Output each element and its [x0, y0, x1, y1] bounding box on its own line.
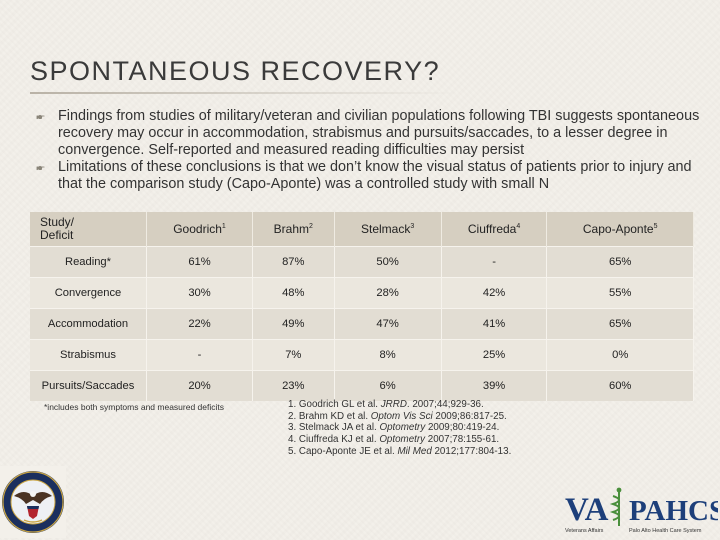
table-cell: -	[441, 246, 548, 278]
bullet-item: 🖝 Findings from studies of military/vete…	[34, 108, 706, 159]
va-seal-icon	[0, 466, 66, 538]
caduceus-icon	[609, 487, 622, 526]
ref-citation: . 2007;44;929-36.	[406, 399, 484, 410]
header-ciuffreda: Ciuffreda4	[441, 212, 548, 247]
reference-item: 5. Capo-Aponte JE et al. Mil Med 2012;17…	[288, 446, 511, 458]
reference-list: 1. Goodrich GL et al. JRRD. 2007;44;929-…	[288, 399, 511, 458]
reference-item: 1. Goodrich GL et al. JRRD. 2007;44;929-…	[288, 399, 511, 411]
ref-authors: 2. Brahm KD et al.	[288, 410, 371, 422]
bullet-glyph-icon: 🖝	[36, 160, 45, 174]
table-cell: 39%	[441, 370, 548, 401]
table-cell: 30%	[146, 277, 254, 309]
title-underline	[30, 92, 460, 94]
header-sup: 1	[221, 223, 226, 230]
ref-authors: 3. Stelmack JA et al.	[288, 422, 380, 434]
row-label: Accommodation	[30, 308, 147, 340]
recovery-table: Study/ Deficit Goodrich1 Brahm2 Stelmack…	[30, 212, 694, 401]
table-cell: 6%	[334, 370, 442, 401]
ref-authors: 4. Ciuffreda KJ et al.	[288, 434, 380, 446]
table-cell: 87%	[252, 246, 335, 278]
table-cell: -	[146, 339, 254, 371]
reference-item: 3. Stelmack JA et al. Optometry 2009;80:…	[288, 422, 511, 434]
bullet-list: 🖝 Findings from studies of military/vete…	[34, 108, 706, 193]
header-sup: 2	[308, 223, 313, 230]
slide-title: SPONTANEOUS RECOVERY?	[30, 56, 441, 86]
table-cell: 49%	[252, 308, 335, 340]
table-row: Reading* 61% 87% 50% - 65%	[30, 246, 694, 278]
table-cell: 61%	[146, 246, 254, 278]
table-cell: 0%	[546, 339, 694, 371]
table-row: Pursuits/Saccades 20% 23% 6% 39% 60%	[30, 370, 694, 401]
table-cell: 20%	[146, 370, 254, 401]
table-cell: 55%	[546, 277, 694, 309]
ref-citation: 2012;177:804-13.	[431, 445, 512, 457]
reference-item: 4. Ciuffreda KJ et al. Optometry 2007;78…	[288, 434, 511, 446]
ref-authors: 1. Goodrich GL et al.	[288, 399, 381, 410]
header-label: Capo-Aponte	[582, 222, 654, 236]
svg-text:PAHCS: PAHCS	[629, 495, 718, 527]
row-label: Strabismus	[30, 339, 147, 371]
header-label: Stelmack	[360, 222, 411, 236]
table-footnote: *includes both symptoms and measured def…	[44, 402, 225, 412]
header-stelmack: Stelmack3	[334, 212, 442, 247]
ref-journal: Mil Med	[397, 445, 432, 457]
table-cell: 65%	[546, 308, 694, 340]
va-pahcs-logo: VA PAHCS Veterans Affairs Palo Alto Heal…	[565, 487, 718, 534]
header-sup: 5	[653, 223, 658, 230]
ref-journal: Optometry	[379, 422, 426, 434]
header-study: Study/	[40, 215, 75, 229]
table-row: Accommodation 22% 49% 47% 41% 65%	[30, 308, 694, 340]
table-cell: 7%	[252, 339, 335, 371]
row-label: Pursuits/Saccades	[30, 370, 147, 401]
bullet-glyph-icon: 🖝	[36, 109, 45, 123]
header-capo-aponte: Capo-Aponte5	[546, 212, 694, 247]
table-cell: 22%	[146, 308, 254, 340]
header-brahm: Brahm2	[252, 212, 335, 247]
bullet-text: Findings from studies of military/vetera…	[58, 108, 700, 158]
ref-citation: 2009;86:817-25.	[432, 410, 507, 422]
table-row: Convergence 30% 48% 28% 42% 55%	[30, 277, 694, 309]
ref-journal: Optometry	[379, 434, 426, 446]
table-cell: 47%	[334, 308, 442, 340]
table-cell: 65%	[546, 246, 694, 278]
table-cell: 25%	[441, 339, 548, 371]
header-goodrich: Goodrich1	[146, 212, 254, 247]
svg-text:VA: VA	[565, 492, 609, 528]
ref-journal: JRRD	[380, 399, 407, 410]
table-cell: 8%	[334, 339, 442, 371]
bullet-text: Limitations of these conclusions is that…	[58, 159, 692, 192]
row-label: Convergence	[30, 277, 147, 309]
header-sup: 4	[516, 223, 521, 230]
table-cell: 50%	[334, 246, 442, 278]
ref-citation: 2007;78:155-61.	[425, 434, 500, 446]
table-header-row: Study/ Deficit Goodrich1 Brahm2 Stelmack…	[30, 212, 694, 247]
row-label: Reading*	[30, 246, 147, 278]
table-cell: 41%	[441, 308, 548, 340]
header-study-deficit: Study/ Deficit	[30, 212, 147, 247]
table-cell: 28%	[334, 277, 442, 309]
table-cell: 48%	[252, 277, 335, 309]
table-cell: 23%	[252, 370, 335, 401]
header-deficit: Deficit	[40, 228, 74, 242]
table-cell: 60%	[546, 370, 694, 401]
table-row: Strabismus - 7% 8% 25% 0%	[30, 339, 694, 371]
ref-citation: 2009;80:419-24.	[425, 422, 500, 434]
ref-journal: Optom Vis Sci	[370, 410, 433, 422]
svg-text:Veterans Affairs: Veterans Affairs	[565, 528, 604, 534]
header-sup: 3	[410, 223, 415, 230]
reference-item: 2. Brahm KD et al. Optom Vis Sci 2009;86…	[288, 411, 511, 423]
svg-text:Palo Alto Health Care System: Palo Alto Health Care System	[629, 528, 702, 534]
ref-authors: 5. Capo-Aponte JE et al.	[288, 445, 398, 457]
bullet-item: 🖝 Limitations of these conclusions is th…	[34, 159, 706, 193]
header-label: Brahm	[273, 222, 309, 236]
table-cell: 42%	[441, 277, 548, 309]
header-label: Ciuffreda	[467, 222, 517, 236]
header-label: Goodrich	[173, 222, 222, 236]
